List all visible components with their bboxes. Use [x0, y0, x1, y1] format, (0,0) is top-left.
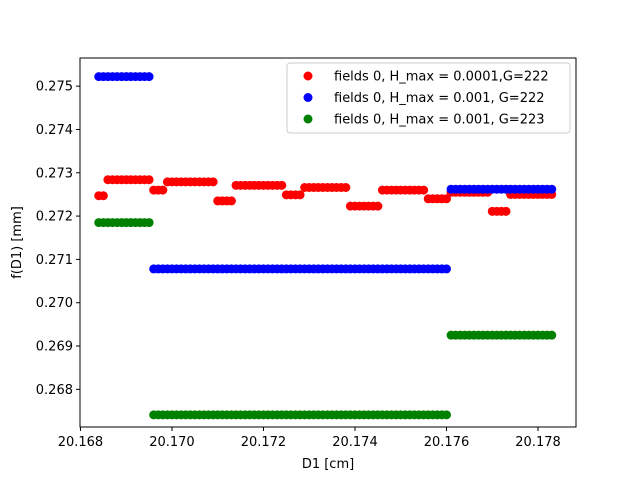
- legend-marker: [303, 71, 313, 81]
- series-1-point: [341, 183, 351, 192]
- x-tick-label: 20.174: [332, 435, 378, 450]
- series-1-point: [226, 196, 236, 206]
- series-3-point: [547, 330, 557, 340]
- legend-label: fields 0, H_max = 0.0001,G=222: [334, 70, 549, 85]
- legend-marker: [303, 114, 313, 124]
- series-1-point: [295, 190, 305, 200]
- series-1-point: [277, 180, 287, 190]
- x-tick-label: 20.170: [149, 435, 195, 450]
- y-axis-label: f(D1) [mm]: [10, 206, 25, 279]
- legend-frame: [286, 62, 571, 134]
- series-2-point: [442, 264, 452, 274]
- x-axis-label: D1 [cm]: [302, 457, 354, 472]
- series-1-point: [158, 185, 168, 195]
- y-tick-label: 0.271: [36, 253, 73, 268]
- series-3-point: [442, 410, 452, 420]
- series-1-point: [144, 175, 154, 185]
- series-1-point: [208, 177, 218, 187]
- series-1-point: [373, 201, 383, 211]
- x-tick-label: 20.168: [58, 435, 104, 450]
- legend-label: fields 0, H_max = 0.001, G=223: [334, 113, 545, 128]
- y-tick-label: 0.274: [36, 123, 73, 138]
- series-2-point: [547, 184, 557, 194]
- series-3-point: [144, 218, 154, 228]
- x-tick-label: 20.172: [241, 435, 287, 450]
- y-tick-label: 0.273: [36, 166, 73, 181]
- legend-label: fields 0, H_max = 0.001, G=222: [334, 91, 545, 106]
- y-tick-label: 0.275: [36, 80, 73, 95]
- y-tick-label: 0.270: [36, 296, 73, 311]
- series-1-point: [501, 206, 511, 216]
- series-2-point: [144, 72, 154, 82]
- x-tick-label: 20.178: [515, 435, 561, 450]
- y-tick-label: 0.269: [36, 340, 73, 355]
- series-1-point: [419, 185, 429, 195]
- y-axis: 0.268 0.269 0.270 0.271 0.272 0.273 0.274 0.275: [36, 80, 80, 398]
- scatter-points: [94, 72, 557, 420]
- legend: fields 0, H_max = 0.0001,G=222 fields 0, …: [286, 62, 571, 134]
- y-tick-label: 0.268: [36, 383, 73, 398]
- x-axis: 20.168 20.170 20.172 20.174 20.176 20.178: [58, 427, 561, 450]
- plot-frame: [79, 57, 577, 428]
- x-tick-label: 20.176: [424, 435, 470, 450]
- legend-marker: [303, 93, 313, 102]
- series-1-point: [442, 194, 452, 204]
- series-1-point: [98, 191, 108, 201]
- y-tick-label: 0.272: [36, 210, 73, 225]
